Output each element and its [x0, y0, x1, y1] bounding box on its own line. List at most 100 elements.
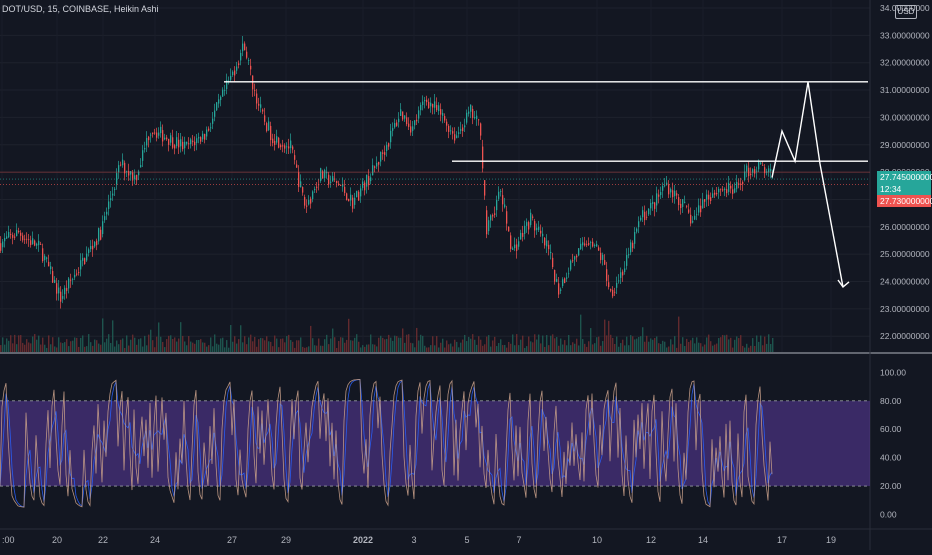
candle-body	[528, 222, 530, 230]
volume-bar	[444, 347, 446, 352]
volume-bar	[592, 344, 594, 352]
volume-bar	[318, 338, 320, 352]
volume-bar	[56, 347, 58, 352]
candle-body	[664, 185, 666, 187]
volume-bar	[180, 322, 182, 352]
volume-bar	[458, 347, 460, 352]
candle-body	[160, 126, 162, 134]
volume-bar	[210, 337, 212, 352]
candle-body	[448, 125, 450, 132]
candle-body	[752, 169, 754, 173]
currency-badge[interactable]: USD	[895, 5, 917, 19]
candle-body	[678, 197, 680, 206]
volume-bar	[478, 336, 480, 352]
volume-bar	[540, 343, 542, 352]
volume-bar	[24, 344, 26, 352]
volume-bar	[526, 346, 528, 352]
candle-body	[602, 254, 604, 260]
candle-body	[672, 190, 674, 198]
candle-body	[32, 238, 34, 245]
candle-body	[446, 121, 448, 126]
candle-body	[346, 193, 348, 201]
volume-bar	[320, 345, 322, 352]
candle-body	[0, 243, 2, 251]
candle-body	[48, 261, 50, 267]
candle-body	[232, 71, 234, 75]
candle-body	[640, 217, 642, 221]
volume-bar	[228, 347, 230, 352]
candle-body	[128, 171, 130, 176]
volume-bar	[304, 347, 306, 352]
volume-bar	[324, 339, 326, 352]
volume-bar	[740, 335, 742, 352]
volume-bar	[772, 337, 774, 352]
candle-body	[426, 99, 428, 103]
candle-body	[482, 146, 484, 169]
candle-body	[462, 127, 464, 132]
candle-body	[714, 192, 716, 195]
volume-bar	[238, 339, 240, 352]
volume-bar	[364, 346, 366, 352]
candle-body	[178, 139, 180, 148]
volume-bar	[332, 328, 334, 352]
volume-bar	[296, 340, 298, 352]
volume-bar	[130, 339, 132, 352]
candle-body	[474, 117, 476, 119]
volume-bar	[236, 343, 238, 352]
volume-bar	[542, 335, 544, 352]
candle-body	[308, 200, 310, 205]
volume-bar	[280, 338, 282, 352]
volume-bar	[656, 336, 658, 352]
volume-bar	[358, 341, 360, 352]
volume-bar	[710, 341, 712, 352]
candle-body	[68, 278, 70, 289]
candle-body	[490, 215, 492, 221]
candle-body	[500, 191, 502, 192]
candle-body	[142, 150, 144, 161]
candle-body	[400, 109, 402, 117]
candle-body	[10, 234, 12, 235]
volume-bar	[398, 337, 400, 352]
volume-bar	[184, 341, 186, 352]
candle-body	[744, 171, 746, 181]
candle-body	[652, 201, 654, 204]
candle-body	[444, 116, 446, 121]
candle-body	[436, 104, 438, 111]
candle-body	[764, 167, 766, 174]
candle-body	[418, 110, 420, 119]
volume-bar	[678, 316, 680, 352]
candle-body	[88, 249, 90, 253]
volume-bar	[752, 338, 754, 352]
volume-bar	[294, 347, 296, 352]
candle-body	[280, 145, 282, 148]
candle-body	[634, 232, 636, 244]
candle-body	[66, 287, 68, 291]
candle-body	[768, 168, 770, 173]
candle-body	[622, 271, 624, 276]
volume-bar	[62, 343, 64, 352]
volume-bar	[654, 338, 656, 352]
candle-body	[312, 191, 314, 200]
candle-body	[260, 104, 262, 108]
candle-body	[154, 132, 156, 134]
candle-body	[730, 185, 732, 189]
volume-bar	[350, 340, 352, 352]
volume-bar	[738, 338, 740, 352]
candle-body	[556, 279, 558, 282]
candle-body	[750, 173, 752, 175]
candle-body	[302, 187, 304, 193]
candle-body	[516, 244, 518, 251]
volume-bar	[164, 347, 166, 352]
volume-bar	[70, 341, 72, 352]
candle-body	[716, 193, 718, 195]
candle-body	[192, 140, 194, 143]
candle-body	[440, 109, 442, 115]
candle-body	[690, 214, 692, 224]
volume-bar	[760, 335, 762, 352]
volume-bar	[208, 345, 210, 352]
volume-bar	[392, 340, 394, 352]
volume-bar	[124, 347, 126, 352]
volume-bar	[604, 319, 606, 352]
